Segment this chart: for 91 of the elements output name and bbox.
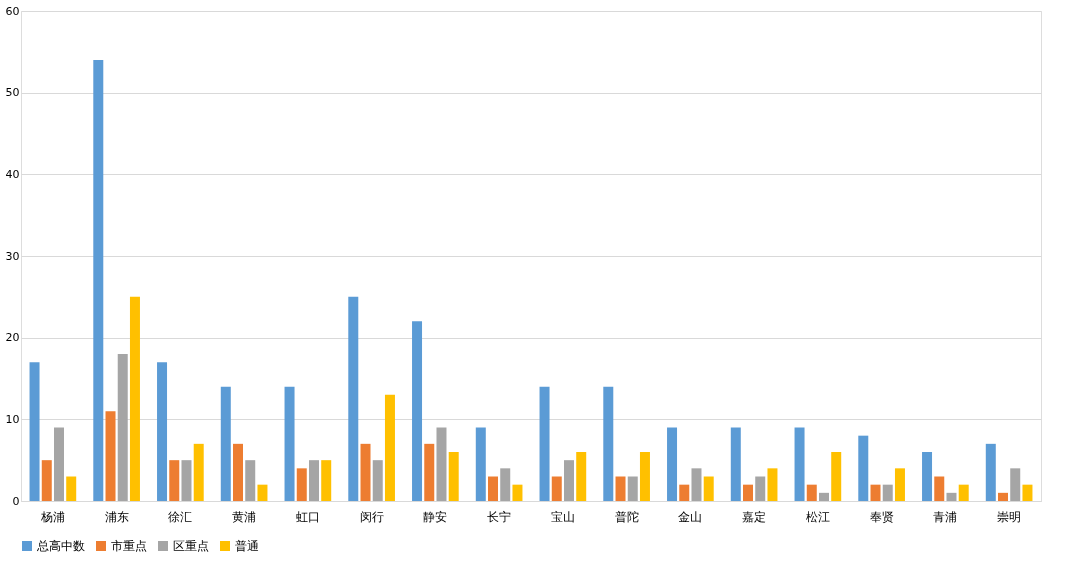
bar	[767, 468, 778, 501]
bar	[858, 435, 869, 501]
bar	[639, 452, 650, 501]
bar	[117, 354, 128, 501]
x-tick-label: 金山	[678, 509, 703, 524]
bar	[448, 452, 459, 501]
bar	[500, 468, 511, 501]
bar	[679, 484, 690, 501]
x-tick-label: 虹口	[295, 509, 320, 524]
bar	[169, 460, 180, 501]
x-tick-label: 杨浦	[39, 509, 65, 524]
bar	[691, 468, 702, 501]
x-tick-label: 普陀	[614, 509, 639, 524]
x-tick-label: 崇明	[997, 509, 1022, 524]
x-tick-label: 浦东	[104, 509, 129, 524]
bar	[296, 468, 307, 501]
y-tick-label: 50	[5, 86, 20, 100]
bar	[157, 362, 168, 501]
bar	[348, 296, 359, 501]
bar	[220, 386, 231, 501]
bar	[475, 427, 486, 501]
bar	[384, 394, 395, 501]
bar	[93, 60, 104, 501]
bar	[743, 484, 754, 501]
bar	[372, 460, 383, 501]
bar	[257, 484, 268, 501]
y-tick-label: 30	[5, 249, 20, 263]
y-tick-label: 60	[5, 4, 20, 18]
bar	[576, 452, 587, 501]
bar	[321, 460, 332, 501]
x-tick-label: 闵行	[359, 509, 384, 524]
bar	[1010, 468, 1021, 501]
bar	[946, 492, 957, 501]
bar	[53, 427, 64, 501]
bar	[818, 492, 829, 501]
bar	[922, 452, 933, 501]
bar	[512, 484, 523, 501]
bar	[703, 476, 714, 501]
x-tick-label: 松江	[805, 509, 830, 524]
bar	[284, 386, 295, 501]
bar	[603, 386, 614, 501]
bar	[308, 460, 319, 501]
legend-label: 普通	[235, 539, 259, 553]
y-tick-label: 0	[12, 494, 20, 508]
bar	[794, 427, 805, 501]
bar	[424, 443, 435, 501]
x-tick-label: 奉贤	[869, 509, 894, 524]
bar	[360, 443, 371, 501]
bar	[66, 476, 77, 501]
bar	[245, 460, 256, 501]
legend-label: 市重点	[111, 539, 147, 553]
x-tick-label: 徐汇	[168, 509, 193, 524]
y-tick-label: 10	[5, 412, 20, 426]
bar	[615, 476, 626, 501]
bar	[105, 411, 116, 501]
y-tick-label: 40	[5, 167, 20, 181]
x-tick-label: 黄浦	[232, 509, 257, 524]
bar	[667, 427, 678, 501]
bar	[831, 452, 842, 501]
x-tick-label: 长宁	[487, 509, 512, 524]
bar	[412, 321, 423, 501]
bar	[806, 484, 817, 501]
bar	[894, 468, 905, 501]
bar	[730, 427, 741, 501]
y-tick-label: 20	[5, 331, 20, 345]
x-tick-label: 嘉定	[742, 509, 767, 524]
bar	[985, 443, 996, 501]
legend-label: 总高中数	[36, 539, 85, 553]
x-tick-label: 青浦	[933, 509, 958, 524]
bar	[193, 443, 204, 501]
bar	[755, 476, 766, 501]
bar	[181, 460, 192, 501]
bar	[563, 460, 574, 501]
bar	[1022, 484, 1033, 501]
bar	[870, 484, 881, 501]
x-tick-label: 静安	[423, 509, 448, 524]
bar	[958, 484, 969, 501]
bar	[436, 427, 447, 501]
bar	[998, 492, 1009, 501]
legend-label: 区重点	[173, 539, 209, 553]
bar	[551, 476, 562, 501]
bar	[934, 476, 945, 501]
bar	[41, 460, 52, 501]
bar	[627, 476, 638, 501]
bar	[233, 443, 244, 501]
bar	[882, 484, 893, 501]
bar	[29, 362, 40, 501]
bar	[539, 386, 550, 501]
bar	[488, 476, 499, 501]
bar	[129, 296, 140, 501]
x-tick-label: 宝山	[550, 509, 575, 524]
